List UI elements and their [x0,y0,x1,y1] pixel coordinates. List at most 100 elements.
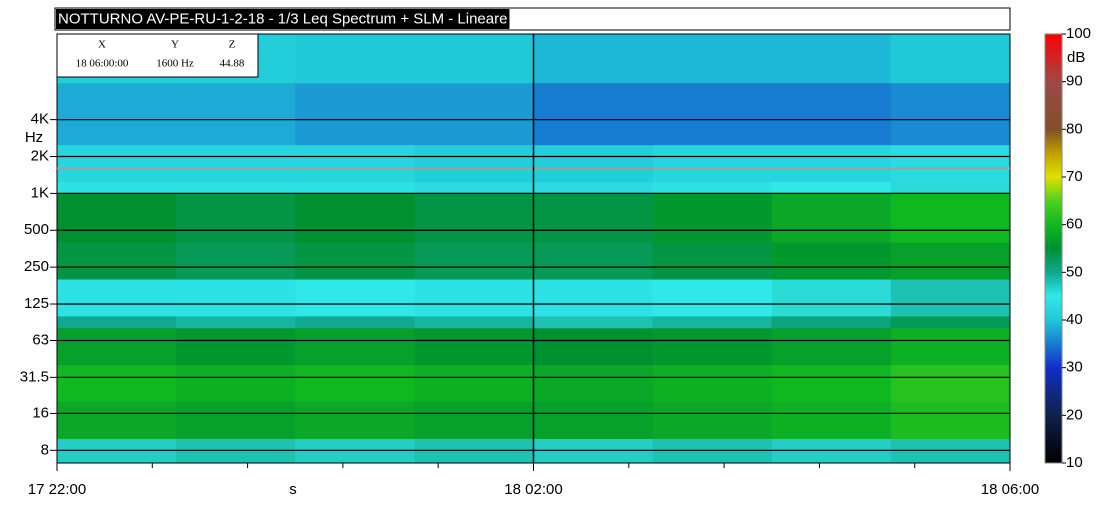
cell [652,364,773,403]
cell [652,193,773,243]
colorbar-tick-label: 100 [1066,25,1091,42]
cell [533,181,654,194]
chart-title: NOTTURNO AV-PE-RU-1-2-18 - 1/3 Leq Spect… [58,10,507,27]
title-background [56,9,510,29]
cell [57,315,177,329]
cell [533,327,654,366]
info-header: X [98,39,106,51]
cell [414,401,534,439]
y-tick-label: 125 [24,295,49,312]
cell [771,242,892,280]
cell [295,34,415,84]
cell [890,181,1011,194]
cell [176,364,296,403]
cell [652,144,773,183]
cell [890,438,1011,464]
cell [890,327,1011,366]
cell [57,327,177,366]
x-tick-label: 18 06:00 [981,481,1039,498]
cell [414,364,534,403]
cell [771,144,892,183]
cell [414,279,534,317]
colorbar-tick-label: 80 [1066,120,1083,137]
cell [652,401,773,439]
colorbar-tick-label: 30 [1066,359,1083,376]
x-tick-label: 17 22:00 [28,481,86,498]
cell [57,279,177,317]
y-tick-label: 4K [31,111,49,128]
cell [176,144,296,183]
info-value: 44.88 [220,58,245,70]
cell [771,34,892,84]
info-value: 1600 Hz [156,58,194,70]
cell [890,242,1011,280]
cell [295,364,415,403]
cell [533,144,654,183]
cell [414,315,534,329]
cell [890,364,1011,403]
cell [533,364,654,403]
y-tick-label: 1K [31,184,49,201]
cell [890,144,1011,183]
info-value: 18 06:00:00 [76,58,129,70]
cell [533,279,654,317]
y-tick-label: 63 [32,331,49,348]
y-tick-label: 31.5 [20,368,49,385]
cell [771,193,892,243]
cell [414,181,534,194]
cell [771,279,892,317]
info-header: Y [171,39,179,51]
cell [57,193,177,243]
cell [176,181,296,194]
y-tick-label: 16 [32,404,49,421]
colorbar-tick-label: 10 [1066,454,1083,471]
colorbar-tick-label: 40 [1066,311,1083,328]
colorbar-label: dB [1067,49,1085,66]
cell [176,279,296,317]
cell [176,401,296,439]
cell [176,82,296,146]
cell [771,82,892,146]
cell [533,82,654,146]
cell [533,34,654,84]
y-tick-label: 2K [31,147,49,164]
info-header: Z [229,39,236,51]
colorbar-tick-label: 20 [1066,406,1083,423]
cell [176,438,296,464]
cell [652,315,773,329]
cell [652,82,773,146]
cell [57,144,177,183]
cell [652,279,773,317]
cell [414,144,534,183]
cell [57,242,177,280]
colorbar-tick-label: 50 [1066,263,1083,280]
cell [771,181,892,194]
cell [533,438,654,464]
cell [295,279,415,317]
cell [176,193,296,243]
cell [771,315,892,329]
cell [533,242,654,280]
cell [771,438,892,464]
colorbar-tick-label: 90 [1066,73,1083,90]
cell [295,327,415,366]
colorbar-tick-label: 60 [1066,216,1083,233]
cell [57,181,177,194]
colorbar-tick-label: 70 [1066,168,1083,185]
cell [771,327,892,366]
y-tick-label: 250 [24,258,49,275]
cell [533,193,654,243]
cell [414,34,534,84]
cell [414,327,534,366]
cell [890,315,1011,329]
cell [176,242,296,280]
cell [771,364,892,403]
y-tick-label: 500 [24,221,49,238]
cell [652,438,773,464]
cell [176,315,296,329]
cell [57,401,177,439]
y-tick-label: 8 [41,441,49,458]
cell [890,279,1011,317]
cell [414,438,534,464]
